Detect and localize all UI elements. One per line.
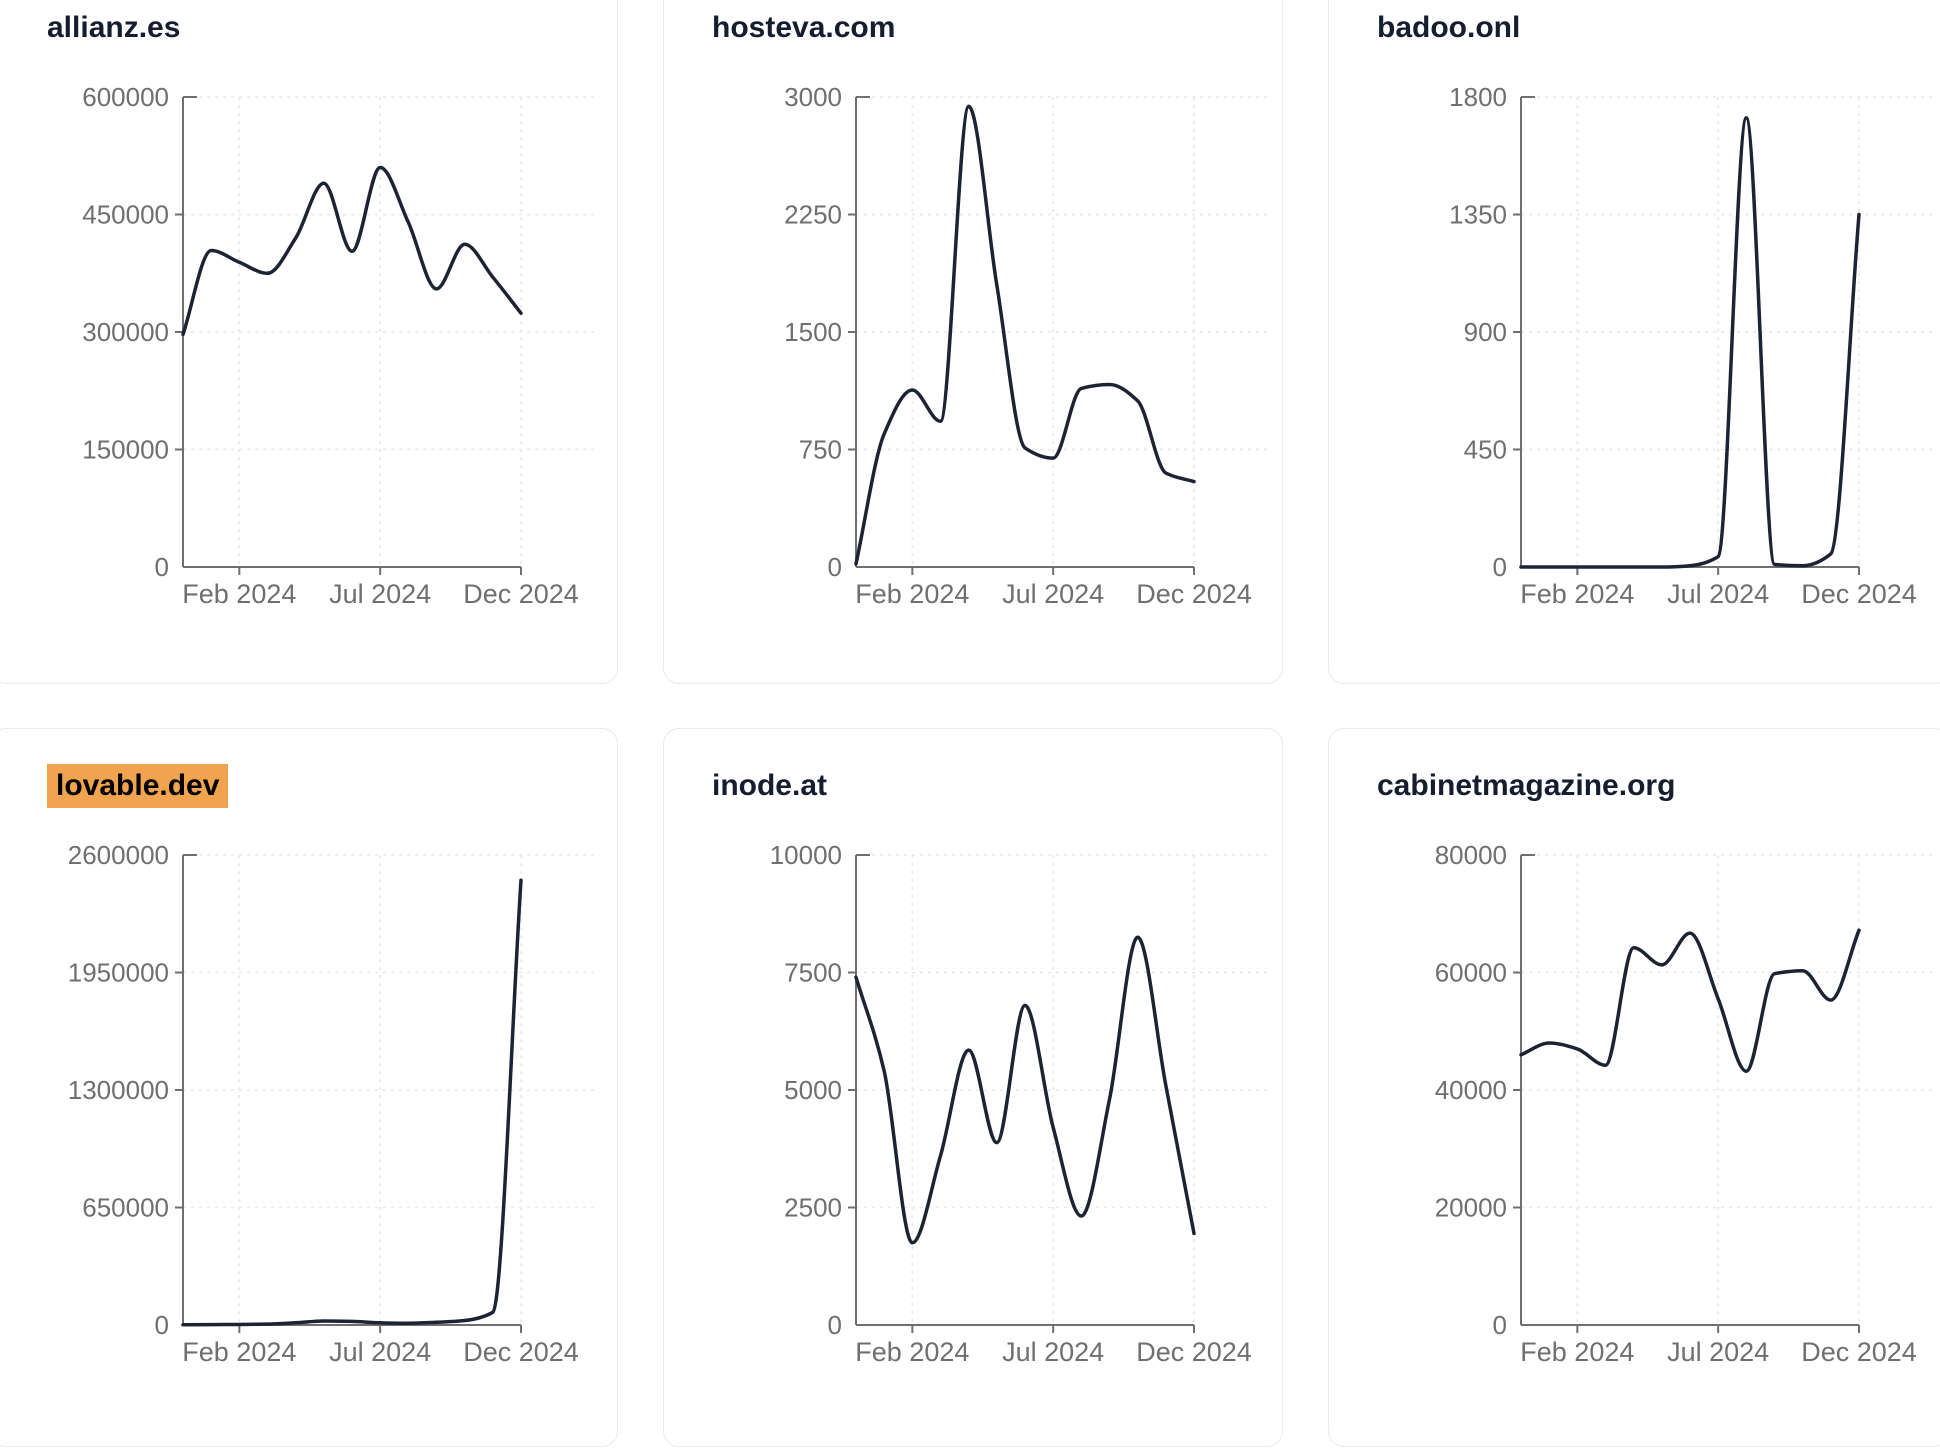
y-tick-label: 450000: [82, 200, 169, 230]
y-tick-label: 1800: [1449, 82, 1507, 112]
y-tick-label: 0: [1493, 552, 1507, 582]
chart-title: hosteva.com: [712, 11, 895, 51]
chart-title: cabinetmagazine.org: [1377, 769, 1675, 809]
y-tick-label: 0: [155, 552, 169, 582]
y-tick-label: 0: [1493, 1310, 1507, 1340]
line-chart: 0 150000 300000 450000 600000 Feb 2024 Jul 202…: [82, 82, 599, 609]
y-tick-label: 2500: [784, 1193, 842, 1223]
data-line: [1519, 116, 1861, 569]
chart-title-text: lovable.dev: [47, 764, 229, 808]
line-chart: 0 650000 1300000 1950000 2600000 Feb 2024 Jul …: [68, 840, 599, 1367]
chart-title: lovable.dev: [47, 764, 229, 809]
x-tick-label: Jul 2024: [1667, 1337, 1769, 1367]
chart-card[interactable]: hosteva.com 0 750 1500 2250 3000 Feb 2024 Jul …: [663, 0, 1283, 684]
x-tick-label: Jul 2024: [1002, 1337, 1104, 1367]
chart-card[interactable]: cabinetmagazine.org 0 20000 40000 60000 8000…: [1328, 728, 1940, 1447]
chart-title-text: hosteva.com: [712, 11, 896, 44]
y-tick-label: 650000: [82, 1193, 169, 1223]
x-tick-label: Dec 2024: [1136, 1337, 1252, 1367]
chart-title-text: allianz.es: [47, 11, 181, 44]
x-tick-label: Jul 2024: [1667, 579, 1769, 609]
x-tick-label: Feb 2024: [855, 1337, 969, 1367]
x-tick-label: Dec 2024: [1801, 1337, 1917, 1367]
line-chart: 0 20000 40000 60000 80000 Feb 2024 Jul 2024 Dec…: [1435, 840, 1937, 1367]
y-tick-label: 0: [828, 1310, 842, 1340]
y-tick-label: 80000: [1435, 840, 1507, 870]
chart-title-text: inode.at: [712, 769, 828, 802]
x-tick-label: Dec 2024: [463, 1337, 579, 1367]
data-line: [1519, 928, 1861, 1073]
chart-card[interactable]: allianz.es 0 150000 300000 450000 600000 Feb …: [0, 0, 618, 684]
x-tick-label: Jul 2024: [329, 579, 431, 609]
chart-card[interactable]: inode.at 0 2500 5000 7500 10000 Feb 2024 Jul 2…: [663, 728, 1283, 1447]
y-tick-label: 1300000: [68, 1075, 169, 1105]
chart-title: inode.at: [712, 769, 827, 809]
x-tick-label: Jul 2024: [1002, 579, 1104, 609]
y-tick-label: 0: [828, 552, 842, 582]
chart-card[interactable]: lovable.dev 0 650000 1300000 1950000 2600000…: [0, 728, 618, 1447]
x-tick-label: Feb 2024: [182, 1337, 296, 1367]
chart-title-text: badoo.onl: [1377, 11, 1521, 44]
x-tick-label: Dec 2024: [463, 579, 579, 609]
data-line: [181, 165, 523, 337]
y-tick-label: 7500: [784, 958, 842, 988]
y-tick-label: 150000: [82, 435, 169, 465]
y-tick-label: 60000: [1435, 958, 1507, 988]
y-tick-label: 2250: [784, 200, 842, 230]
data-line: [854, 935, 1196, 1245]
y-tick-label: 2600000: [68, 840, 169, 870]
x-tick-label: Dec 2024: [1801, 579, 1917, 609]
chart-title: badoo.onl: [1377, 11, 1520, 51]
y-tick-label: 5000: [784, 1075, 842, 1105]
data-line: [181, 878, 523, 1327]
x-tick-label: Jul 2024: [329, 1337, 431, 1367]
data-line: [854, 104, 1196, 566]
x-tick-label: Feb 2024: [1520, 1337, 1634, 1367]
y-tick-label: 1950000: [68, 958, 169, 988]
y-tick-label: 900: [1464, 317, 1507, 347]
line-chart: 0 2500 5000 7500 10000 Feb 2024 Jul 2024 Dec 20…: [770, 840, 1272, 1367]
y-tick-label: 40000: [1435, 1075, 1507, 1105]
y-tick-label: 10000: [770, 840, 842, 870]
chart-title: allianz.es: [47, 11, 180, 51]
y-tick-label: 1350: [1449, 200, 1507, 230]
x-tick-label: Feb 2024: [1520, 579, 1634, 609]
y-tick-label: 1500: [784, 317, 842, 347]
chart-title-text: cabinetmagazine.org: [1377, 769, 1676, 802]
y-tick-label: 20000: [1435, 1193, 1507, 1223]
x-tick-label: Feb 2024: [182, 579, 296, 609]
y-tick-label: 450: [1464, 435, 1507, 465]
x-tick-label: Dec 2024: [1136, 579, 1252, 609]
y-tick-label: 300000: [82, 317, 169, 347]
chart-card[interactable]: badoo.onl 0 450 900 1350 1800 Feb 2024 Jul 202…: [1328, 0, 1940, 684]
y-tick-label: 0: [155, 1310, 169, 1340]
y-tick-label: 3000: [784, 82, 842, 112]
line-chart: 0 450 900 1350 1800 Feb 2024 Jul 2024 Dec 2024: [1449, 82, 1937, 609]
y-tick-label: 600000: [82, 82, 169, 112]
y-tick-label: 750: [799, 435, 842, 465]
x-tick-label: Feb 2024: [855, 579, 969, 609]
line-chart: 0 750 1500 2250 3000 Feb 2024 Jul 2024 Dec 2024: [784, 82, 1272, 609]
